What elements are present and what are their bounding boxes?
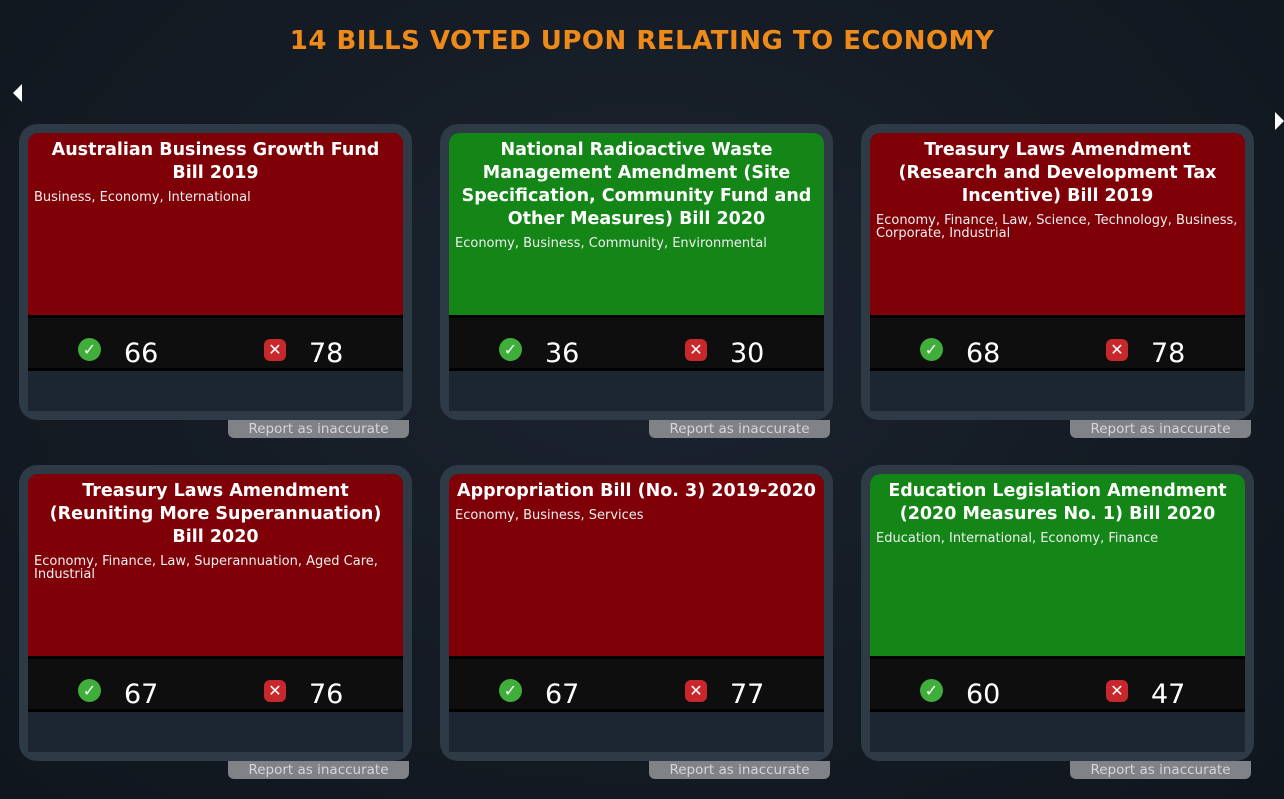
bill-card-header: Appropriation Bill (No. 3) 2019-2020 Eco…	[449, 474, 824, 656]
report-inaccurate-button[interactable]: Report as inaccurate	[1070, 761, 1251, 779]
cross-icon: ✕	[1106, 679, 1128, 702]
check-icon: ✓	[920, 338, 943, 361]
bill-title: Appropriation Bill (No. 3) 2019-2020	[457, 481, 816, 501]
ayes-count: 66	[124, 338, 159, 369]
ayes-count: 36	[545, 338, 580, 369]
report-inaccurate-button[interactable]: Report as inaccurate	[228, 420, 409, 438]
vote-results: ✓ 67 ✕ 77	[449, 656, 824, 712]
next-arrow-icon[interactable]	[1275, 112, 1284, 130]
report-inaccurate-button[interactable]: Report as inaccurate	[649, 761, 830, 779]
vote-results: ✓ 68 ✕ 78	[870, 315, 1245, 371]
bill-tags: Economy, Business, Services	[455, 508, 644, 523]
vote-results: ✓ 66 ✕ 78	[28, 315, 403, 371]
bill-card[interactable]: Australian Business Growth Fund Bill 201…	[19, 124, 412, 420]
vote-results: ✓ 60 ✕ 47	[870, 656, 1245, 712]
ayes-count: 67	[124, 679, 159, 710]
noes-count: 76	[309, 679, 344, 710]
noes-count: 78	[309, 338, 344, 369]
vote-results: ✓ 36 ✕ 30	[449, 315, 824, 371]
cross-icon: ✕	[264, 338, 286, 361]
bill-tags: Economy, Business, Community, Environmen…	[455, 236, 767, 251]
ayes-count: 68	[966, 338, 1001, 369]
bill-card[interactable]: National Radioactive Waste Management Am…	[440, 124, 833, 420]
previous-arrow-icon[interactable]	[13, 84, 22, 102]
ayes-count: 67	[545, 679, 580, 710]
noes-count: 47	[1151, 679, 1186, 710]
bill-card-header: Australian Business Growth Fund Bill 201…	[28, 133, 403, 315]
check-icon: ✓	[920, 679, 943, 702]
vote-results: ✓ 67 ✕ 76	[28, 656, 403, 712]
page-title: 14 BILLS VOTED UPON RELATING TO ECONOMY	[289, 26, 995, 56]
bill-title: Treasury Laws Amendment (Reuniting More …	[49, 481, 382, 547]
check-icon: ✓	[499, 338, 522, 361]
check-icon: ✓	[78, 338, 101, 361]
bill-tags: Economy, Finance, Law, Science, Technolo…	[876, 213, 1238, 241]
bill-tags: Education, International, Economy, Finan…	[876, 531, 1159, 546]
bill-card[interactable]: Education Legislation Amendment (2020 Me…	[861, 465, 1254, 761]
bill-card[interactable]: Treasury Laws Amendment (Reuniting More …	[19, 465, 412, 761]
check-icon: ✓	[499, 679, 522, 702]
bill-title: Treasury Laws Amendment (Research and De…	[898, 140, 1217, 206]
cross-icon: ✕	[685, 338, 707, 361]
ayes-count: 60	[966, 679, 1001, 710]
cross-icon: ✕	[685, 679, 707, 702]
cross-icon: ✕	[1106, 338, 1128, 361]
bill-tags: Economy, Finance, Law, Superannuation, A…	[34, 554, 378, 582]
bill-card-header: Treasury Laws Amendment (Reuniting More …	[28, 474, 403, 656]
bill-card-header: Education Legislation Amendment (2020 Me…	[870, 474, 1245, 656]
bill-card[interactable]: Appropriation Bill (No. 3) 2019-2020 Eco…	[440, 465, 833, 761]
noes-count: 77	[730, 679, 765, 710]
report-inaccurate-button[interactable]: Report as inaccurate	[228, 761, 409, 779]
report-inaccurate-button[interactable]: Report as inaccurate	[649, 420, 830, 438]
bill-title: Education Legislation Amendment (2020 Me…	[888, 481, 1227, 524]
bill-title: National Radioactive Waste Management Am…	[461, 140, 812, 229]
cross-icon: ✕	[264, 679, 286, 702]
bill-title: Australian Business Growth Fund Bill 201…	[51, 140, 380, 183]
bill-tags: Business, Economy, International	[34, 190, 251, 205]
noes-count: 30	[730, 338, 765, 369]
noes-count: 78	[1151, 338, 1186, 369]
bill-card-header: National Radioactive Waste Management Am…	[449, 133, 824, 315]
bill-card-header: Treasury Laws Amendment (Research and De…	[870, 133, 1245, 315]
report-inaccurate-button[interactable]: Report as inaccurate	[1070, 420, 1251, 438]
bill-card[interactable]: Treasury Laws Amendment (Research and De…	[861, 124, 1254, 420]
check-icon: ✓	[78, 679, 101, 702]
